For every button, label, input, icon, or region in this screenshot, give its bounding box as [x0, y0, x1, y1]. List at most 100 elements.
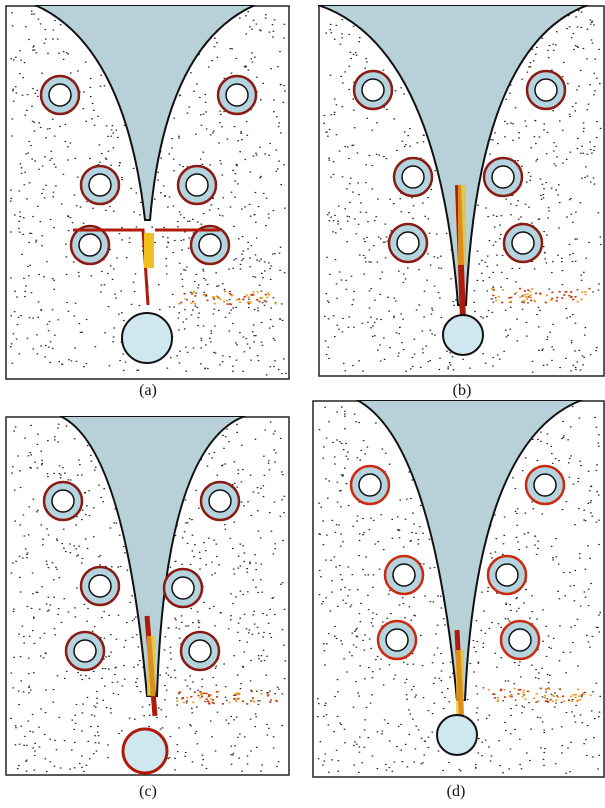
stipple-dot — [413, 614, 415, 616]
stipple-dot — [69, 479, 72, 481]
stipple-dot-hot — [264, 293, 267, 296]
stipple-dot — [93, 705, 96, 707]
stipple-dot — [10, 197, 13, 199]
stipple-dot-hot — [556, 696, 560, 699]
stipple-dot — [32, 88, 34, 90]
stipple-dot — [550, 187, 553, 189]
stipple-dot-hot — [235, 700, 238, 702]
stipple-dot — [344, 370, 347, 372]
stipple-dot — [42, 188, 45, 190]
stipple-dot — [194, 544, 196, 546]
stipple-dot — [556, 31, 558, 33]
stipple-dot — [180, 273, 182, 275]
stipple-dot-hot — [579, 698, 582, 701]
stipple-dot — [596, 77, 598, 79]
stipple-dot — [594, 416, 596, 418]
stipple-dot — [19, 656, 22, 658]
stipple-dot — [192, 347, 195, 349]
stipple-dot — [382, 69, 385, 71]
stipple-dot-hot — [235, 698, 238, 701]
stipple-dot — [597, 445, 600, 447]
stipple-dot — [370, 647, 372, 649]
stipple-dot — [109, 248, 111, 251]
stipple-dot — [239, 268, 242, 270]
stipple-dot — [239, 17, 241, 19]
stipple-dot — [356, 152, 359, 154]
stipple-dot — [531, 611, 534, 613]
stipple-dot — [228, 312, 231, 314]
stipple-dot — [243, 505, 245, 507]
stipple-dot — [23, 277, 25, 279]
stipple-dot — [344, 146, 346, 148]
stipple-dot — [199, 158, 202, 160]
stipple-dot — [60, 474, 62, 476]
stipple-dot — [408, 733, 411, 735]
stipple-dot — [589, 646, 591, 648]
stipple-dot — [336, 297, 338, 299]
stipple-dot — [260, 258, 262, 260]
stipple-dot — [319, 533, 321, 535]
stipple-dot — [365, 261, 367, 263]
stipple-dot — [335, 749, 338, 751]
stipple-dot — [47, 534, 50, 536]
stipple-dot — [26, 552, 29, 554]
stipple-dot — [199, 96, 201, 99]
stipple-dot — [185, 702, 188, 704]
stipple-dot — [10, 277, 12, 279]
stipple-dot — [98, 144, 101, 146]
stipple-dot — [221, 174, 224, 176]
stipple-dot — [243, 560, 245, 563]
stipple-dot — [531, 48, 534, 50]
stipple-dot-hot — [241, 700, 245, 703]
stipple-dot-hot — [551, 700, 554, 702]
stipple-dot — [571, 699, 574, 701]
stipple-dot — [516, 340, 519, 342]
stipple-dot — [535, 143, 537, 145]
stipple-dot — [103, 611, 105, 613]
hole-center — [534, 78, 558, 102]
stipple-dot — [47, 330, 50, 332]
stipple-dot — [58, 577, 61, 579]
stipple-dot — [363, 649, 366, 651]
stipple-dot — [582, 47, 585, 50]
stipple-dot — [245, 628, 248, 630]
stipple-dot — [339, 722, 341, 724]
stipple-dot — [489, 153, 491, 155]
stipple-dot — [115, 638, 118, 640]
stipple-dot — [547, 217, 549, 219]
caption-c: (c) — [139, 783, 157, 800]
stipple-dot — [194, 305, 197, 307]
stipple-dot — [351, 144, 353, 147]
stipple-dot — [195, 489, 197, 491]
stipple-dot — [502, 543, 505, 545]
stipple-dot — [358, 41, 360, 43]
crack-path — [73, 228, 220, 306]
stipple-dot — [346, 241, 348, 243]
stipple-dot-hot — [570, 291, 573, 293]
stipple-dot — [347, 595, 349, 597]
stipple-dot — [233, 482, 236, 484]
stipple-dot — [569, 115, 571, 118]
stipple-dot — [272, 325, 274, 327]
stipple-dot — [15, 56, 17, 58]
stipple-dot — [562, 436, 565, 439]
stipple-dot — [270, 68, 272, 70]
stipple-dot-hot — [522, 691, 525, 694]
stipple-dot — [326, 214, 329, 216]
stipple-dot — [433, 654, 436, 656]
stipple-dot — [251, 52, 253, 54]
stipple-dot-hot — [543, 697, 546, 699]
stipple-dot — [381, 733, 383, 735]
stipple-dot — [379, 344, 381, 346]
stipple-dot — [541, 721, 544, 723]
stipple-dot-hot — [268, 294, 271, 296]
stipple-dot — [515, 281, 517, 283]
stipple-dot — [543, 732, 546, 734]
stipple-dot — [79, 464, 81, 466]
stipple-dot — [19, 591, 22, 593]
stipple-dot — [455, 299, 457, 301]
stipple-dot — [544, 251, 546, 254]
stipple-dot — [80, 562, 83, 564]
stipple-dot — [246, 641, 248, 643]
stipple-dot — [531, 360, 534, 362]
